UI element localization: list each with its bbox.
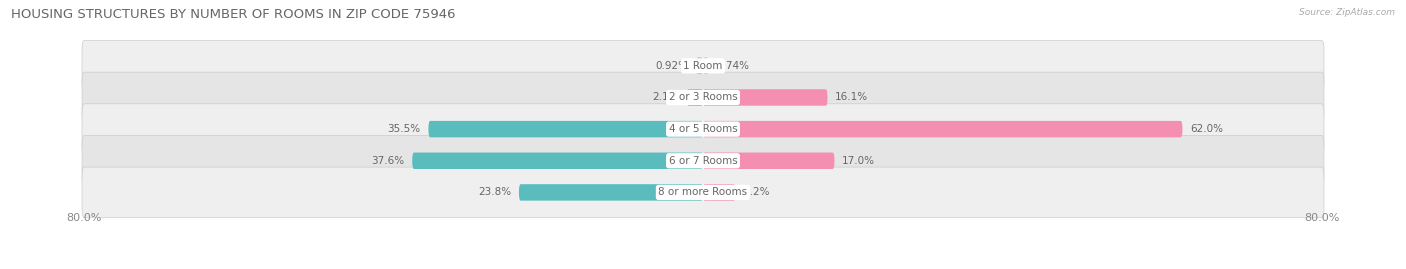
Text: HOUSING STRUCTURES BY NUMBER OF ROOMS IN ZIP CODE 75946: HOUSING STRUCTURES BY NUMBER OF ROOMS IN…: [11, 8, 456, 21]
Text: 62.0%: 62.0%: [1191, 124, 1223, 134]
FancyBboxPatch shape: [82, 136, 1324, 186]
FancyBboxPatch shape: [686, 89, 703, 106]
Text: 1 Room: 1 Room: [683, 61, 723, 71]
Text: 4 or 5 Rooms: 4 or 5 Rooms: [669, 124, 737, 134]
FancyBboxPatch shape: [703, 153, 835, 169]
FancyBboxPatch shape: [696, 58, 703, 74]
FancyBboxPatch shape: [703, 184, 735, 201]
FancyBboxPatch shape: [412, 153, 703, 169]
Text: 6 or 7 Rooms: 6 or 7 Rooms: [669, 156, 737, 166]
Text: 4.2%: 4.2%: [744, 187, 769, 197]
Text: 0.92%: 0.92%: [655, 61, 688, 71]
Text: Source: ZipAtlas.com: Source: ZipAtlas.com: [1299, 8, 1395, 17]
FancyBboxPatch shape: [429, 121, 703, 137]
FancyBboxPatch shape: [82, 104, 1324, 154]
FancyBboxPatch shape: [82, 72, 1324, 123]
Text: 17.0%: 17.0%: [842, 156, 875, 166]
Text: 37.6%: 37.6%: [371, 156, 405, 166]
FancyBboxPatch shape: [82, 41, 1324, 91]
Text: 35.5%: 35.5%: [388, 124, 420, 134]
Text: 16.1%: 16.1%: [835, 93, 869, 102]
Text: 23.8%: 23.8%: [478, 187, 512, 197]
Text: 2.1%: 2.1%: [652, 93, 679, 102]
FancyBboxPatch shape: [703, 121, 1182, 137]
FancyBboxPatch shape: [703, 89, 828, 106]
Text: 2 or 3 Rooms: 2 or 3 Rooms: [669, 93, 737, 102]
FancyBboxPatch shape: [82, 167, 1324, 218]
Text: 0.74%: 0.74%: [717, 61, 749, 71]
FancyBboxPatch shape: [703, 58, 709, 74]
FancyBboxPatch shape: [519, 184, 703, 201]
Text: 8 or more Rooms: 8 or more Rooms: [658, 187, 748, 197]
